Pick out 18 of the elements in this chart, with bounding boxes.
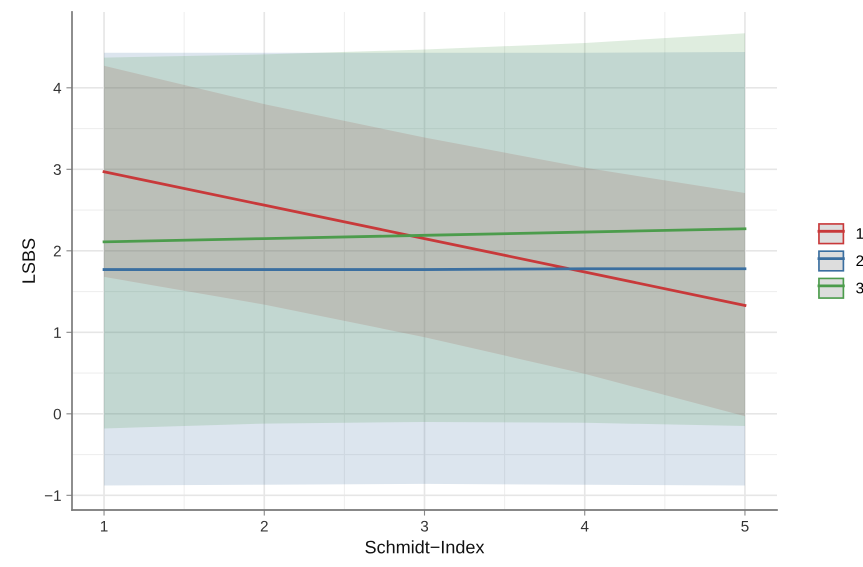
legend-label: 2 bbox=[856, 255, 863, 266]
y-tick-label: −1 bbox=[44, 490, 61, 501]
x-tick-label: 2 bbox=[260, 520, 268, 532]
y-axis-title: LSBS bbox=[22, 238, 36, 283]
legend-label: 3 bbox=[856, 282, 863, 294]
y-tick-label: 2 bbox=[54, 246, 61, 256]
x-tick-label: 4 bbox=[580, 520, 589, 532]
y-tick-label: 0 bbox=[54, 408, 61, 420]
y-tick-label: 4 bbox=[53, 82, 62, 94]
y-tick-label: 1 bbox=[54, 327, 61, 338]
y-tick-label: 3 bbox=[54, 164, 61, 175]
x-tick-label: 3 bbox=[420, 520, 428, 532]
line-series bbox=[102, 170, 746, 307]
line-series bbox=[102, 227, 746, 244]
x-tick-label: 1 bbox=[100, 520, 108, 532]
legend-label: 1 bbox=[856, 228, 863, 239]
x-axis-title: Schmidt−Index bbox=[365, 540, 484, 554]
x-tick-label: 5 bbox=[741, 520, 749, 532]
